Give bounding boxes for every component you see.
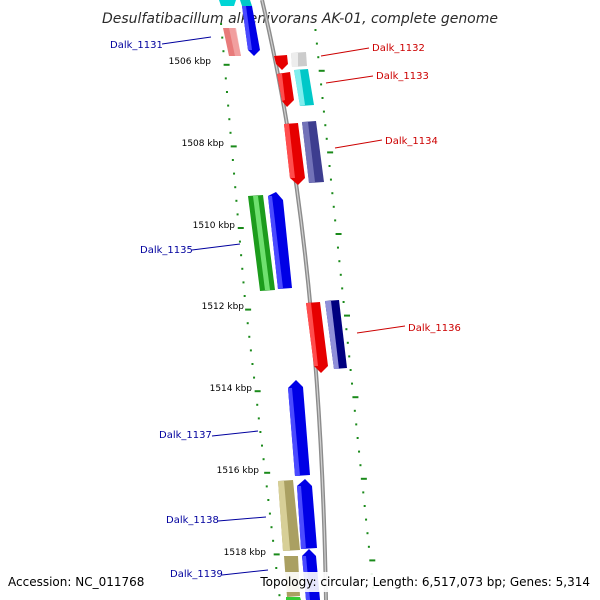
genome-summary-text: Topology: circular; Length: 6,517,073 bp…	[259, 575, 590, 589]
gene-dalk-1136[interactable]	[306, 300, 347, 373]
scale-label-1512: 1512 kbp	[202, 302, 245, 312]
gene-label-dalk-1132[interactable]: Dalk_1132	[372, 43, 425, 54]
gene-label-dalk-1133[interactable]: Dalk_1133	[376, 71, 429, 82]
scale-ticks	[220, 23, 376, 597]
gene-dalk-1137[interactable]	[288, 380, 310, 476]
gene-labels: Dalk_1131 Dalk_1132 Dalk_1133 Dalk_1134 …	[110, 40, 461, 580]
map-title: Desulfatibacillum alkenivorans AK-01, co…	[102, 11, 498, 27]
gene-label-dalk-1136[interactable]: Dalk_1136	[408, 323, 461, 334]
gene-label-leaders	[161, 36, 406, 576]
gene-label-dalk-1139[interactable]: Dalk_1139	[170, 569, 223, 580]
gene-dalk-1133[interactable]	[277, 69, 314, 107]
gene-dalk-1131[interactable]	[219, 0, 260, 56]
scale-label-1514: 1514 kbp	[210, 384, 253, 394]
scale-label-1506: 1506 kbp	[169, 57, 212, 67]
gene-dalk-1138[interactable]	[278, 479, 317, 551]
gene-label-dalk-1135[interactable]: Dalk_1135	[140, 245, 193, 256]
scale-label-1518: 1518 kbp	[224, 548, 267, 558]
gene-dalk-1132[interactable]	[274, 52, 307, 70]
scale-label-1510: 1510 kbp	[193, 221, 236, 231]
genome-backbone	[260, 0, 328, 600]
gene-label-dalk-1137[interactable]: Dalk_1137	[159, 430, 212, 441]
gene-label-dalk-1138[interactable]: Dalk_1138	[166, 515, 219, 526]
gene-label-dalk-1134[interactable]: Dalk_1134	[385, 136, 438, 147]
accession-text: Accession: NC_011768	[8, 575, 144, 589]
scale-label-1508: 1508 kbp	[182, 139, 225, 149]
footer-right-backdrop	[258, 572, 594, 592]
gene-label-dalk-1131[interactable]: Dalk_1131	[110, 40, 163, 51]
scale-label-1516: 1516 kbp	[217, 466, 260, 476]
gene-dalk-1135[interactable]	[248, 192, 292, 291]
scale-labels: 1506 kbp 1508 kbp 1510 kbp 1512 kbp 1514…	[169, 57, 267, 558]
gene-dalk-1134[interactable]	[284, 121, 324, 185]
